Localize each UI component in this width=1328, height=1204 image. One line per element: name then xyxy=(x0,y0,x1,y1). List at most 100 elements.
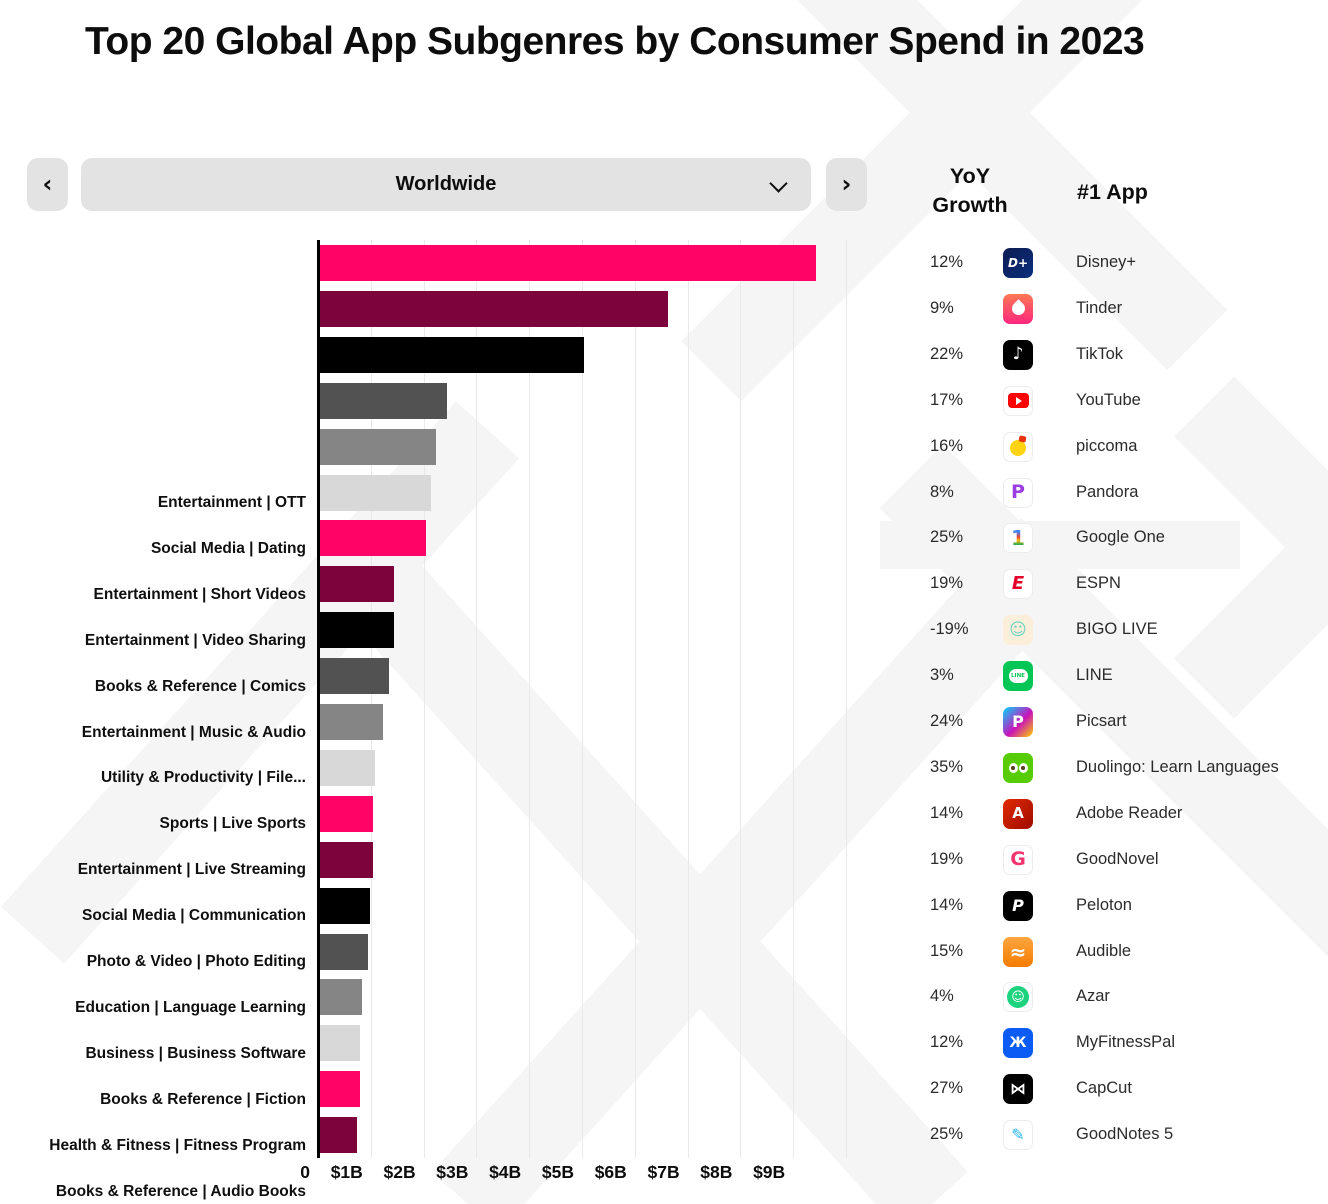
bar[interactable] xyxy=(320,979,363,1016)
x-axis-tick-label: 0 xyxy=(300,1162,310,1182)
play-triangle xyxy=(1015,396,1022,405)
table-row: 9% Tinder xyxy=(900,286,1328,332)
bar-label: Sports | Live Sports xyxy=(159,815,306,833)
bar[interactable] xyxy=(320,245,817,281)
x-axis-tick-labels: 0 $1B $2B $3B $4B $5B $6B $7B $8B $9B xyxy=(0,1162,900,1194)
picsart-icon: P xyxy=(1003,707,1033,737)
bar[interactable] xyxy=(320,520,426,557)
bar[interactable] xyxy=(320,933,368,970)
x-axis-tick-label: $7B xyxy=(647,1162,680,1182)
adobe-reader-icon: A xyxy=(1003,798,1033,829)
yoy-growth-value: 9% xyxy=(930,298,954,317)
next-region-button[interactable]: › xyxy=(826,158,867,211)
table-row: 25% ✎ GoodNotes 5 xyxy=(900,1112,1328,1158)
bar-label: Entertainment | Video Sharing xyxy=(84,631,306,649)
gridline xyxy=(634,240,636,1158)
previous-region-button[interactable]: ‹ xyxy=(27,158,68,211)
google-one-icon: 1 xyxy=(1003,523,1033,554)
bar[interactable] xyxy=(320,474,431,511)
icon-glyph: P xyxy=(1012,895,1024,915)
top-app-name: Adobe Reader xyxy=(1076,803,1183,822)
page-title: Top 20 Global App Subgenres by Consumer … xyxy=(85,20,1145,63)
bar[interactable] xyxy=(320,1071,360,1108)
top-app-name: TikTok xyxy=(1076,344,1124,363)
bar[interactable] xyxy=(320,336,584,373)
bar[interactable] xyxy=(320,841,373,878)
bar[interactable] xyxy=(320,704,384,740)
top-app-name: Picsart xyxy=(1076,712,1127,730)
gridline xyxy=(793,240,795,1158)
yoy-growth-value: 16% xyxy=(930,436,964,455)
yoy-growth-value: 19% xyxy=(930,849,964,868)
bar-label: Books & Reference | Audio Books xyxy=(55,1182,306,1200)
yoy-growth-value: 8% xyxy=(930,482,954,501)
x-axis-tick-label: $1B xyxy=(330,1162,363,1182)
top-app-column-header: #1 App xyxy=(1077,180,1148,204)
top-app-name: Peloton xyxy=(1076,895,1132,914)
icon-glyph: G xyxy=(1010,848,1026,871)
bar[interactable] xyxy=(320,1025,360,1062)
icon-glyph: E xyxy=(1011,573,1025,595)
bar[interactable] xyxy=(320,1117,357,1154)
bar[interactable] xyxy=(320,795,373,832)
table-row: 8% P Pandora xyxy=(900,470,1328,516)
bar[interactable] xyxy=(320,612,394,649)
gridline xyxy=(529,240,531,1158)
icon-glyph: A xyxy=(1012,804,1024,823)
bar-label: Books & Reference | Comics xyxy=(94,677,306,695)
top-app-name: Audible xyxy=(1076,941,1132,960)
bar[interactable] xyxy=(320,887,371,924)
table-row: 27% ⋈ CapCut xyxy=(900,1066,1328,1112)
top-app-name: piccoma xyxy=(1076,436,1138,455)
bar[interactable] xyxy=(320,658,389,695)
bar-label: Education | Language Learning xyxy=(75,998,306,1016)
table-row: 35% Duolingo: Learn Languages xyxy=(900,745,1328,791)
bar[interactable] xyxy=(320,290,669,327)
bar-label: Business | Business Software xyxy=(85,1044,306,1062)
table-row: 3% LINE LINE xyxy=(900,653,1328,699)
chick-shape xyxy=(1010,439,1026,456)
yoy-growth-value: 24% xyxy=(930,712,964,730)
yoy-growth-value: 17% xyxy=(930,390,964,409)
top-app-name: MyFitnessPal xyxy=(1076,1033,1176,1052)
gridline xyxy=(423,240,425,1158)
hat-shape xyxy=(1018,434,1027,443)
owl-pupil-shape xyxy=(1021,765,1025,770)
yoy-growth-column-header: YoY Growth xyxy=(932,164,1008,217)
bar-label: Entertainment | OTT xyxy=(157,494,306,511)
yoy-growth-value: -19% xyxy=(930,620,969,639)
x-axis-tick-label: $8B xyxy=(700,1162,733,1182)
bar[interactable] xyxy=(320,566,394,603)
peloton-icon: P xyxy=(1003,890,1033,921)
yoy-growth-value: 25% xyxy=(930,1125,964,1144)
gridline xyxy=(846,240,847,1158)
bar-label: Social Media | Communication xyxy=(82,907,306,925)
play-button-shape xyxy=(1007,393,1029,409)
bar[interactable] xyxy=(320,749,376,786)
plot-area xyxy=(318,240,876,1158)
table-row: 16% piccoma xyxy=(900,424,1328,470)
google-one-digit: 1 xyxy=(1011,526,1025,551)
top-app-name: Tinder xyxy=(1076,298,1123,317)
icon-glyph: P xyxy=(1011,481,1025,503)
bar-label: Books & Reference | Fiction xyxy=(100,1090,306,1108)
region-dropdown[interactable]: Worldwide xyxy=(81,158,811,211)
top-app-name: Azar xyxy=(1076,987,1110,1006)
top-app-name: CapCut xyxy=(1076,1079,1132,1098)
icon-glyph: P xyxy=(1012,712,1024,731)
bar[interactable] xyxy=(320,382,447,419)
gridline xyxy=(740,240,742,1158)
yoy-growth-value: 25% xyxy=(930,528,964,547)
table-row: 14% P Peloton xyxy=(900,883,1328,929)
smiley-shape: ☺ xyxy=(1007,986,1029,1009)
yoy-growth-value: 12% xyxy=(930,253,964,271)
duolingo-owl-icon xyxy=(1003,752,1033,783)
piccoma-icon xyxy=(1003,431,1033,462)
azar-icon: ☺ xyxy=(1003,982,1033,1013)
espn-icon: E xyxy=(1003,569,1033,600)
table-row: 12% D+ Disney+ xyxy=(900,240,1328,286)
bar[interactable] xyxy=(320,428,437,465)
speech-bubble-shape: LINE xyxy=(1008,669,1028,684)
